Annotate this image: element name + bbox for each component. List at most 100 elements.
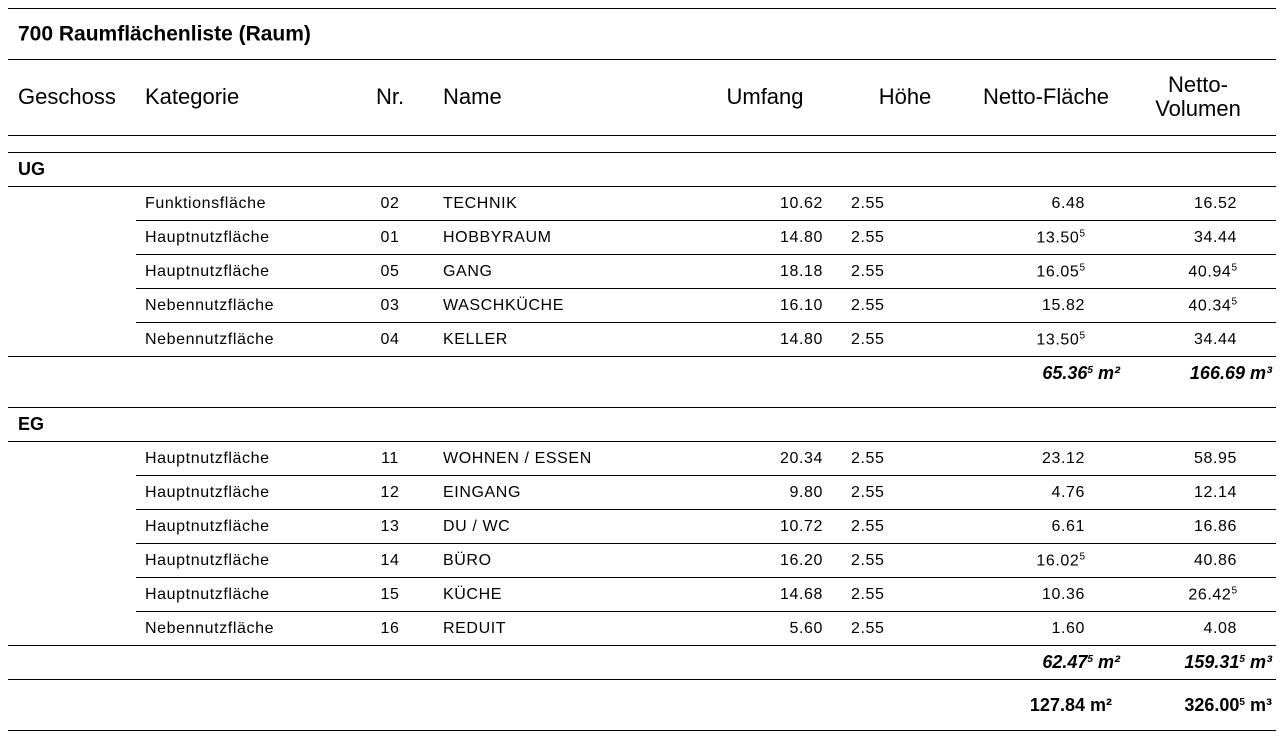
total-volume: 326.005 m³ — [1184, 695, 1272, 716]
column-header: Netto-Fläche — [983, 83, 1109, 109]
cell: 40.345 — [1188, 297, 1237, 316]
column-header: Höhe — [878, 83, 932, 109]
cell: 6.61 — [1051, 518, 1085, 536]
subtotal-area: 62.475 m² — [1042, 652, 1120, 673]
cell: 2.55 — [851, 620, 885, 638]
rule — [8, 407, 1276, 408]
cell: 12.14 — [1193, 484, 1237, 502]
value: 62.47 — [1042, 652, 1088, 673]
cell: 2.55 — [851, 331, 885, 349]
rule — [136, 543, 1276, 544]
cell: 2.55 — [851, 229, 885, 247]
cell: Nebennutzfläche — [145, 331, 275, 349]
superscript: 5 — [1079, 330, 1085, 342]
cell: Hauptnutzfläche — [145, 552, 270, 570]
value: 65.36 — [1042, 363, 1088, 384]
cell: 1.60 — [1051, 620, 1085, 638]
unit: m² — [1098, 363, 1120, 384]
cell: Hauptnutzfläche — [145, 586, 270, 604]
cell: 10.72 — [779, 518, 823, 536]
column-header: Netto-Volumen — [1155, 71, 1241, 121]
superscript: 5 — [1079, 551, 1085, 563]
cell: 2.55 — [851, 450, 885, 468]
cell: 14.80 — [779, 229, 823, 247]
cell: 16.025 — [1036, 552, 1085, 571]
cell: KELLER — [443, 331, 508, 349]
rule — [8, 152, 1276, 153]
cell: 40.86 — [1193, 552, 1237, 570]
group-name: EG — [18, 414, 45, 435]
value: 13.50 — [1036, 229, 1080, 247]
column-header: Geschoss — [18, 83, 116, 109]
rule — [8, 59, 1276, 60]
cell: Hauptnutzfläche — [145, 484, 270, 502]
column-header: Kategorie — [145, 83, 240, 109]
rule — [8, 135, 1276, 136]
cell: 58.95 — [1193, 450, 1237, 468]
cell: 02 — [380, 195, 400, 213]
value: 26.42 — [1188, 586, 1232, 604]
cell: 13 — [380, 518, 400, 536]
cell: 2.55 — [851, 195, 885, 213]
cell: 2.55 — [851, 586, 885, 604]
cell: 2.55 — [851, 518, 885, 536]
rule — [136, 475, 1276, 476]
rule — [136, 577, 1276, 578]
rule — [8, 8, 1276, 9]
cell: 01 — [380, 229, 400, 247]
cell: 16.20 — [779, 552, 823, 570]
value: 16.05 — [1036, 263, 1080, 281]
cell: 14.80 — [779, 331, 823, 349]
cell: 10.62 — [779, 195, 823, 213]
cell: 13.505 — [1036, 229, 1085, 248]
cell: 4.76 — [1051, 484, 1085, 502]
rule — [136, 288, 1276, 289]
cell: 13.505 — [1036, 331, 1085, 350]
unit: m³ — [1250, 363, 1272, 384]
superscript: 5 — [1239, 697, 1245, 709]
cell: 6.48 — [1051, 195, 1085, 213]
value: 159.31 — [1184, 652, 1240, 673]
cell: 16.055 — [1036, 263, 1085, 282]
cell: 15.82 — [1041, 297, 1085, 315]
cell: 16.86 — [1193, 518, 1237, 536]
cell: 2.55 — [851, 263, 885, 281]
value: 40.34 — [1188, 297, 1232, 315]
cell: 40.945 — [1188, 263, 1237, 282]
cell: 2.55 — [851, 484, 885, 502]
superscript: 5 — [1231, 585, 1237, 597]
cell: 34.44 — [1193, 229, 1237, 247]
column-header: Umfang — [726, 83, 804, 109]
value: 166.69 — [1189, 363, 1245, 384]
cell: 34.44 — [1193, 331, 1237, 349]
cell: 5.60 — [789, 620, 823, 638]
cell: DU / WC — [443, 518, 511, 536]
cell: EINGANG — [443, 484, 521, 502]
rule — [8, 645, 1276, 646]
cell: Hauptnutzfläche — [145, 229, 270, 247]
cell: 26.425 — [1188, 586, 1237, 605]
subtotal-volume: 159.315 m³ — [1184, 652, 1272, 673]
value: 127.84 — [1029, 695, 1085, 716]
superscript: 5 — [1231, 296, 1237, 308]
superscript: 5 — [1079, 262, 1085, 274]
cell: TECHNIK — [443, 195, 518, 213]
cell: GANG — [443, 263, 493, 281]
rule — [8, 356, 1276, 357]
cell: 12 — [380, 484, 400, 502]
cell: HOBBYRAUM — [443, 229, 552, 247]
rule — [136, 254, 1276, 255]
cell: 20.34 — [779, 450, 823, 468]
cell: 16 — [380, 620, 400, 638]
column-header: Name — [443, 83, 502, 109]
cell: WOHNEN / ESSEN — [443, 450, 592, 468]
unit: m² — [1098, 652, 1120, 673]
cell: Nebennutzfläche — [145, 620, 275, 638]
cell: 18.18 — [779, 263, 823, 281]
unit: m³ — [1250, 695, 1272, 716]
rule — [8, 186, 1276, 187]
subtotal-volume: 166.69 m³ — [1189, 363, 1272, 384]
cell: WASCHKÜCHE — [443, 297, 564, 315]
cell: Nebennutzfläche — [145, 297, 275, 315]
subtotal-area: 65.365 m² — [1042, 363, 1120, 384]
